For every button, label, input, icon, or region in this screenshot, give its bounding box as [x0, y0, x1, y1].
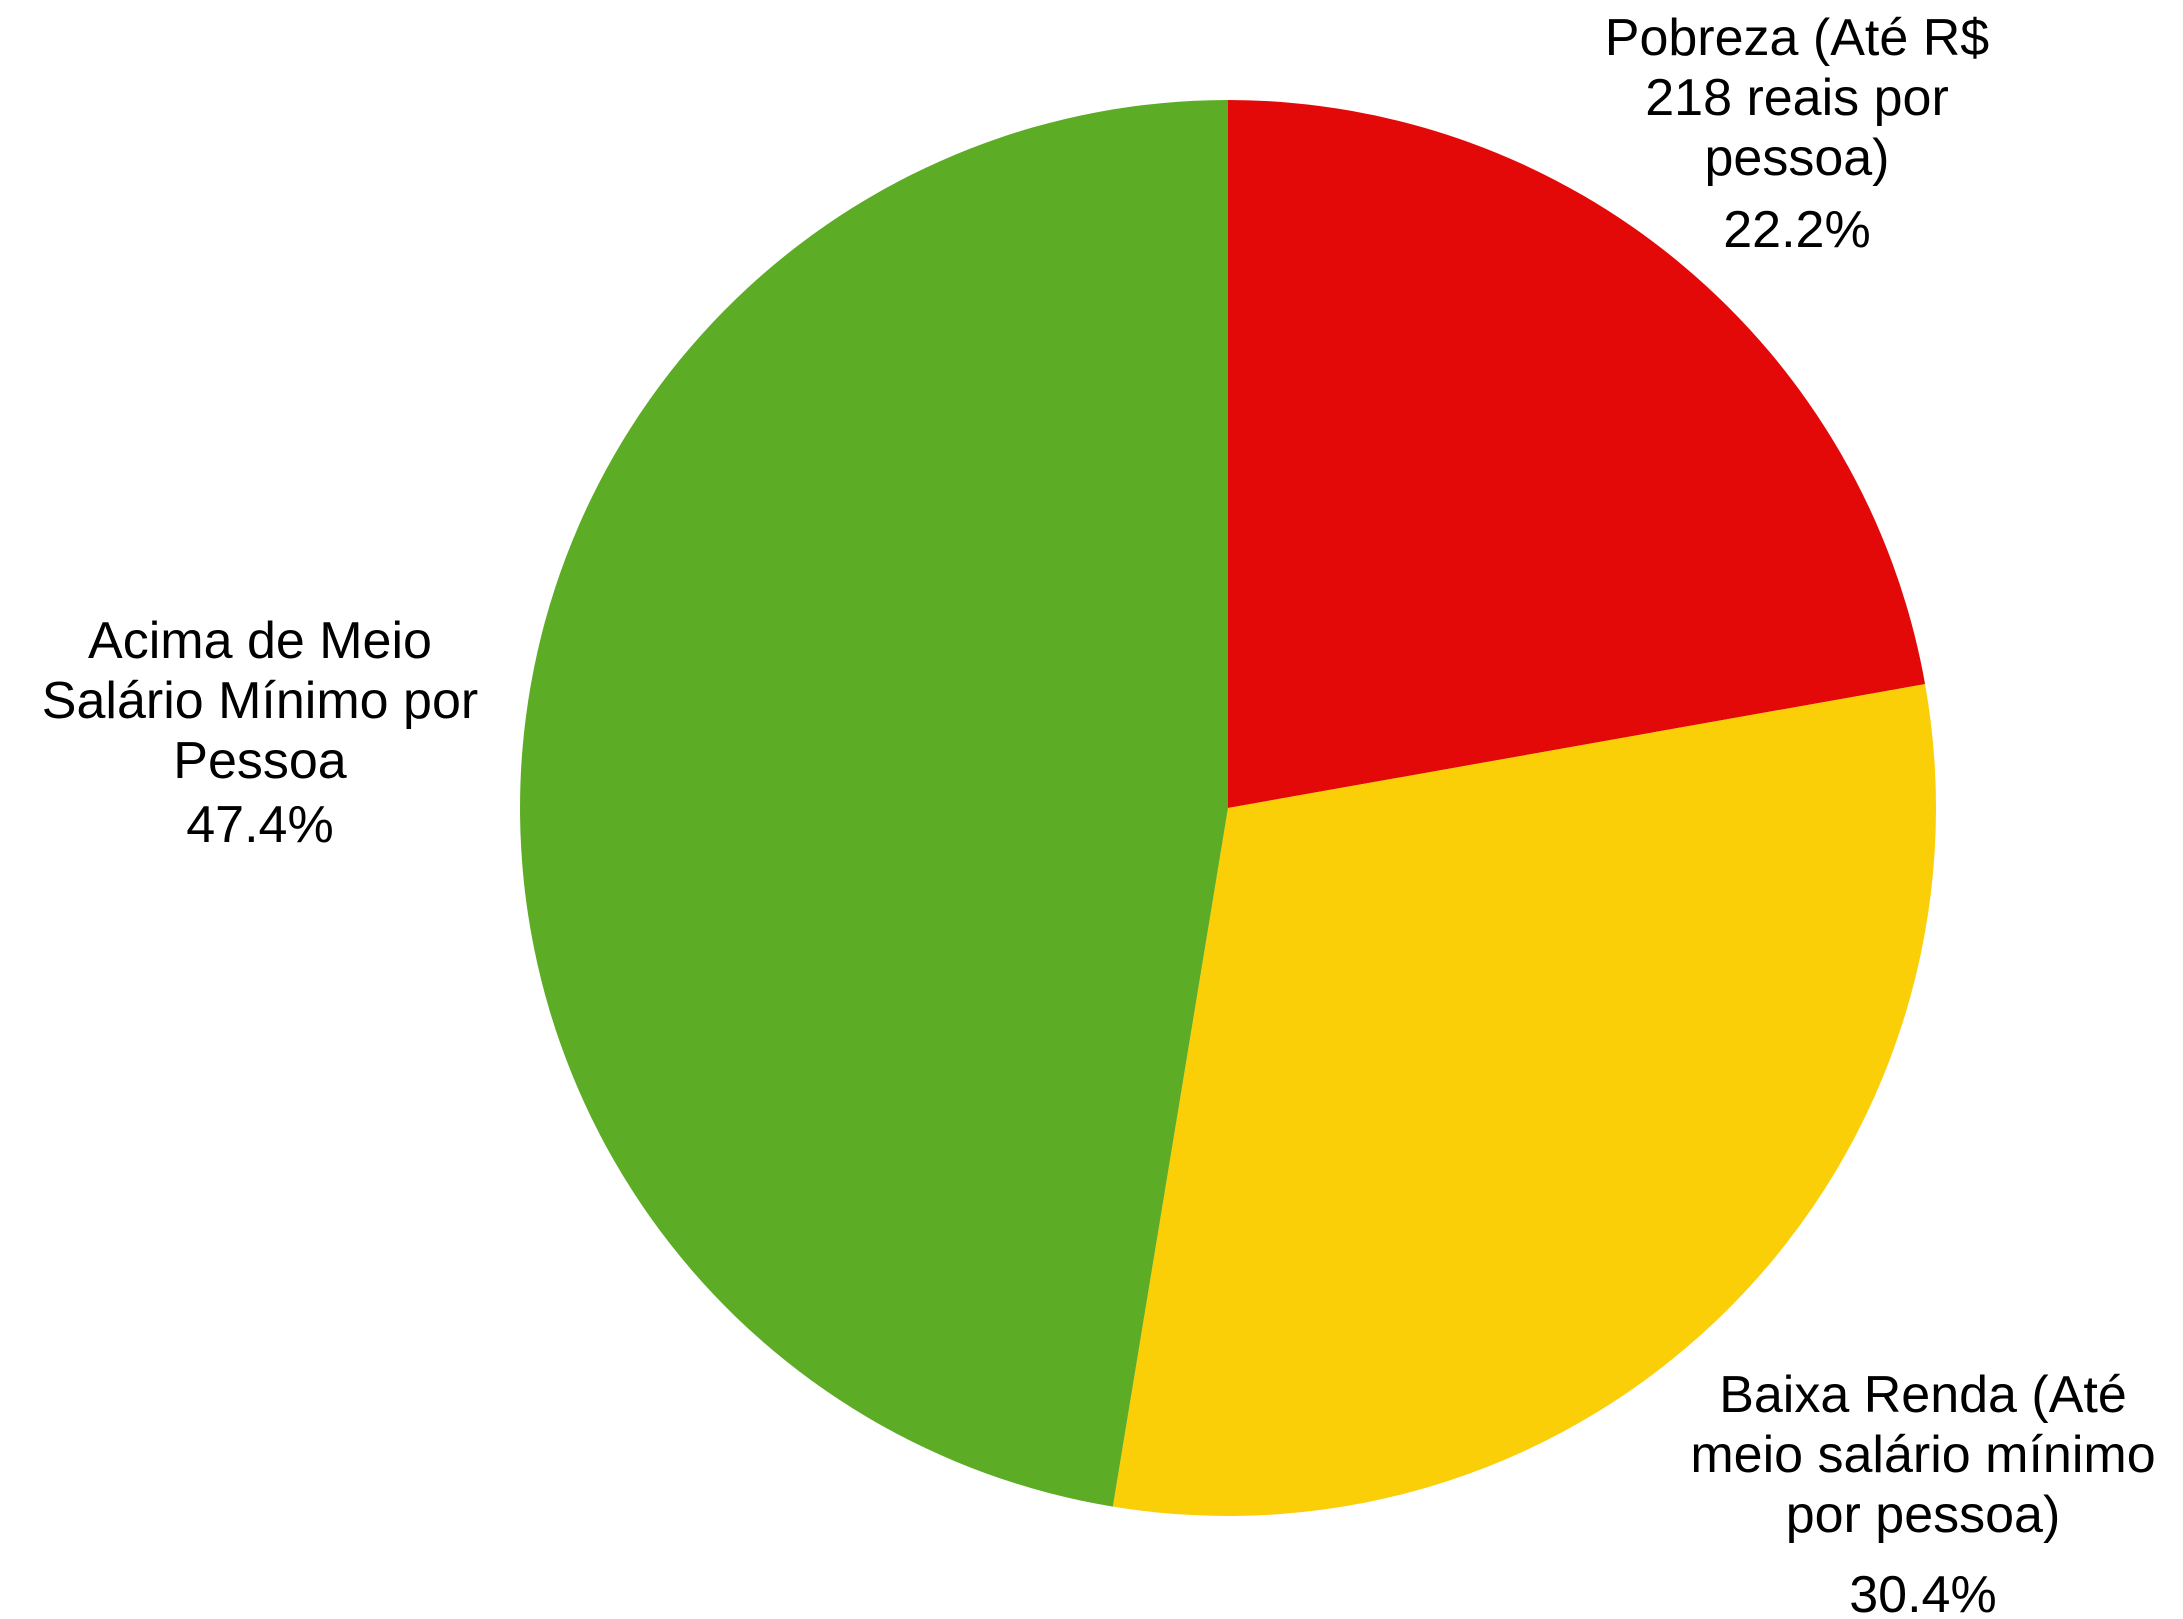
slice-value-label: 47.4% [186, 796, 333, 854]
slice-label-line: pessoa) [1705, 129, 1890, 187]
pie-slices [520, 100, 1936, 1516]
slice-label-line: Pessoa [173, 732, 347, 790]
pie-slice-2 [1112, 684, 1936, 1516]
slice-label-line: Pobreza (Até R$ [1605, 9, 1989, 67]
slice-value-label: 30.4% [1849, 1566, 1996, 1619]
slice-label-line: meio salário mínimo [1690, 1426, 2155, 1484]
slice-label-line: por pessoa) [1786, 1486, 2061, 1544]
slice-label-line: Salário Mínimo por [42, 672, 478, 730]
slice-label-line: Acima de Meio [88, 612, 432, 670]
pie-slice-3 [520, 100, 1228, 1507]
slice-label-line: Baixa Renda (Até [1719, 1366, 2127, 1424]
slice-label-line: 218 reais por [1645, 69, 1949, 127]
pie-slice-1 [1228, 100, 1926, 808]
slice-value-label: 22.2% [1723, 201, 1870, 259]
